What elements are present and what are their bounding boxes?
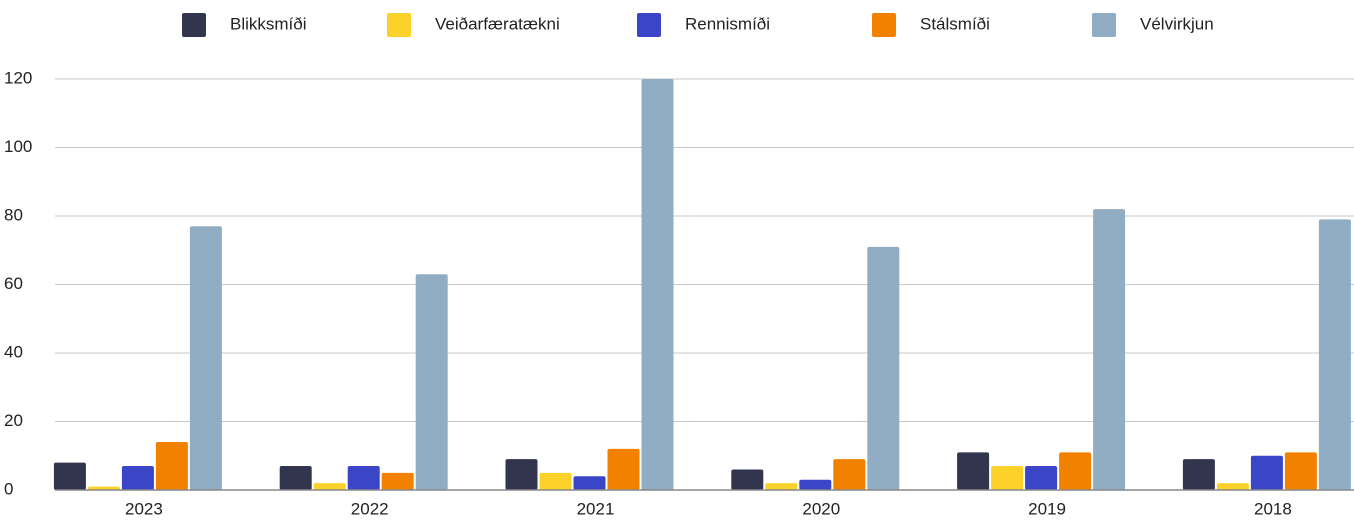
- bar: [1182, 459, 1215, 490]
- bar: [731, 469, 764, 490]
- bar: [833, 459, 866, 490]
- bar: [313, 483, 346, 490]
- bar: [1216, 483, 1249, 490]
- y-tick-label: 100: [4, 137, 32, 156]
- bar: [607, 448, 640, 490]
- y-tick-label: 0: [4, 479, 13, 498]
- bar: [279, 466, 312, 490]
- legend-swatch: [182, 13, 206, 37]
- bar: [1318, 219, 1351, 491]
- bar: [1250, 455, 1283, 490]
- y-tick-label: 80: [4, 205, 23, 224]
- bar: [53, 462, 86, 490]
- x-tick-label: 2021: [577, 499, 615, 518]
- bar: [641, 79, 674, 490]
- legend-label: Stálsmíði: [920, 14, 990, 33]
- x-tick-label: 2022: [351, 499, 389, 518]
- bar: [991, 466, 1024, 490]
- legend-swatch: [1092, 13, 1116, 37]
- bar: [505, 459, 538, 490]
- bar: [867, 246, 900, 490]
- bar: [381, 472, 414, 490]
- legend-label: Blikksmíði: [230, 14, 307, 33]
- bar: [799, 479, 832, 490]
- bar: [347, 466, 380, 490]
- x-tick-label: 2019: [1028, 499, 1066, 518]
- bar: [573, 476, 606, 490]
- y-tick-label: 120: [4, 68, 32, 87]
- legend-label: Veiðarfæratækni: [435, 14, 560, 33]
- bar: [765, 483, 798, 490]
- bar: [1025, 466, 1058, 490]
- legend-swatch: [637, 13, 661, 37]
- bar: [1284, 452, 1317, 490]
- x-tick-label: 2018: [1254, 499, 1292, 518]
- bar: [1059, 452, 1092, 490]
- legend-swatch: [387, 13, 411, 37]
- legend-swatch: [872, 13, 896, 37]
- legend-label: Rennismíði: [685, 14, 770, 33]
- y-tick-label: 20: [4, 411, 23, 430]
- bar: [539, 472, 572, 490]
- y-tick-label: 60: [4, 274, 23, 293]
- bar: [415, 274, 448, 490]
- bar: [189, 226, 222, 490]
- bar: [957, 452, 990, 490]
- bar: [155, 442, 188, 490]
- y-tick-label: 40: [4, 342, 23, 361]
- x-tick-label: 2020: [802, 499, 840, 518]
- x-tick-label: 2023: [125, 499, 163, 518]
- bar: [1093, 209, 1126, 490]
- bar: [87, 486, 120, 490]
- bar: [121, 466, 154, 490]
- legend-label: Vélvirkjun: [1140, 14, 1214, 33]
